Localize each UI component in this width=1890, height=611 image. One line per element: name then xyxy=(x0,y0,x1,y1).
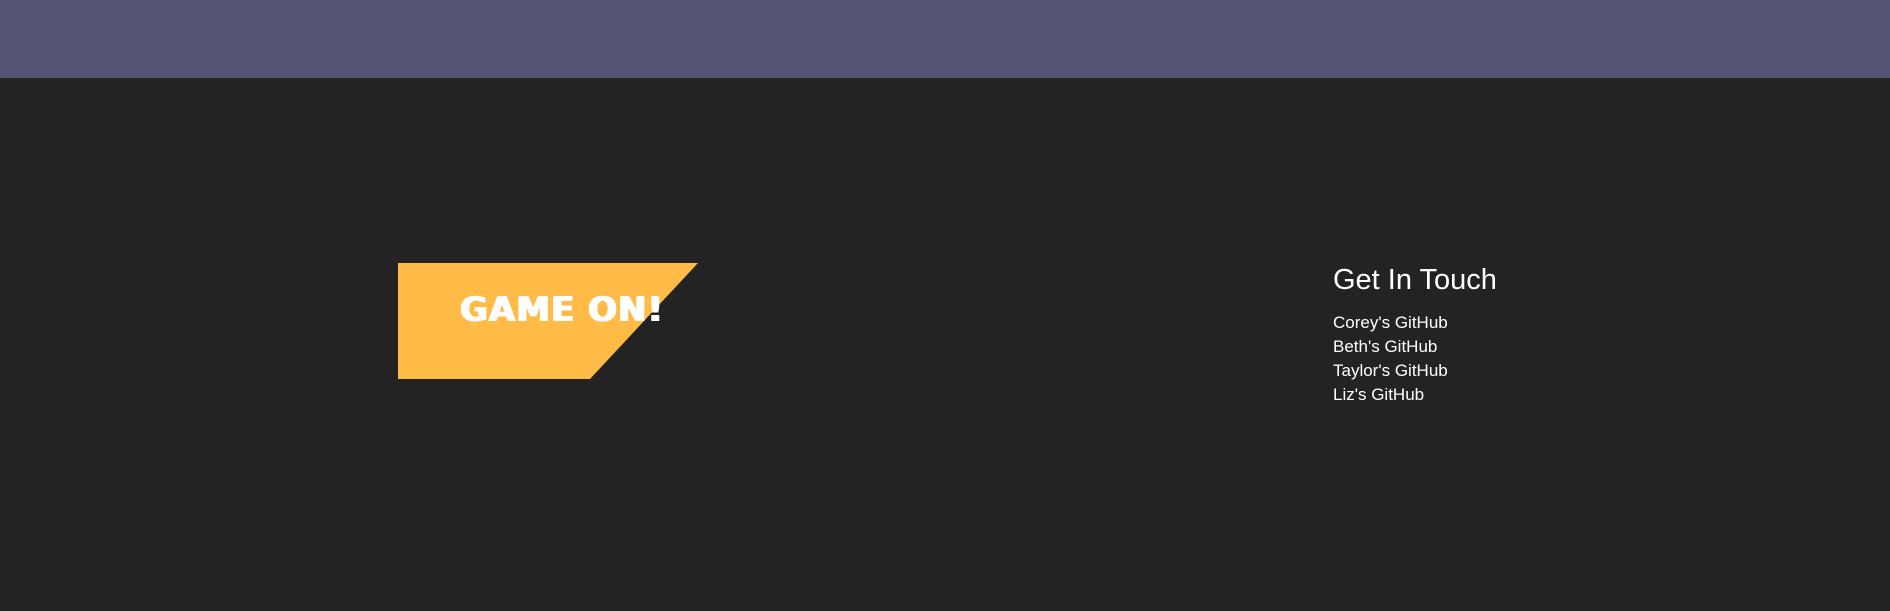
taylor-github-link[interactable]: Taylor's GitHub xyxy=(1333,361,1448,380)
contact-heading: Get In Touch xyxy=(1333,264,1497,296)
list-item: Taylor's GitHub xyxy=(1333,359,1497,383)
beth-github-link[interactable]: Beth's GitHub xyxy=(1333,337,1438,356)
list-item: Beth's GitHub xyxy=(1333,335,1497,359)
logo-text: GAME ON! xyxy=(460,290,664,330)
corey-github-link[interactable]: Corey's GitHub xyxy=(1333,313,1448,332)
list-item: Corey's GitHub xyxy=(1333,311,1497,335)
contact-section: Get In Touch Corey's GitHub Beth's GitHu… xyxy=(1333,263,1497,407)
logo-banner-shape xyxy=(398,263,698,379)
github-links-list: Corey's GitHub Beth's GitHub Taylor's Gi… xyxy=(1333,311,1497,407)
header-bar xyxy=(0,0,1890,78)
game-on-logo[interactable]: GAME ON! xyxy=(398,263,698,379)
footer xyxy=(0,78,1890,611)
list-item: Liz's GitHub xyxy=(1333,383,1497,407)
liz-github-link[interactable]: Liz's GitHub xyxy=(1333,385,1425,404)
